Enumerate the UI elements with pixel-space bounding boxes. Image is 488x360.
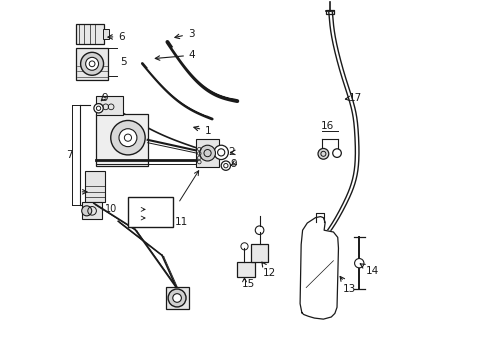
Circle shape: [85, 57, 99, 70]
Bar: [196, 139, 219, 167]
Circle shape: [354, 258, 363, 268]
Bar: [96, 114, 147, 166]
Circle shape: [221, 161, 230, 170]
Polygon shape: [300, 217, 338, 319]
Circle shape: [81, 206, 92, 216]
Text: 16: 16: [321, 121, 334, 131]
Text: 2: 2: [228, 147, 235, 157]
Bar: [165, 287, 188, 309]
Circle shape: [149, 204, 159, 215]
Text: 4: 4: [155, 50, 195, 60]
Bar: [76, 24, 104, 44]
Circle shape: [199, 145, 215, 161]
Text: 15: 15: [241, 279, 254, 289]
Bar: [85, 171, 104, 202]
Text: 14: 14: [360, 264, 378, 276]
Bar: [325, 10, 333, 14]
Circle shape: [172, 294, 181, 302]
Text: 13: 13: [340, 276, 356, 294]
Bar: [128, 197, 172, 226]
Text: 5: 5: [120, 57, 126, 67]
Text: 9: 9: [101, 93, 107, 103]
Circle shape: [149, 213, 159, 223]
Circle shape: [332, 149, 341, 157]
Bar: [76, 48, 108, 80]
Text: 7: 7: [66, 150, 73, 160]
Circle shape: [214, 145, 228, 159]
Text: 3: 3: [175, 29, 194, 39]
Circle shape: [110, 121, 145, 155]
Text: 9: 9: [230, 159, 236, 169]
Text: 11: 11: [174, 217, 187, 227]
Circle shape: [317, 148, 328, 159]
Text: 17: 17: [345, 93, 362, 103]
Text: 8: 8: [130, 213, 136, 223]
Text: 6: 6: [108, 32, 124, 41]
Text: 12: 12: [262, 262, 276, 278]
Bar: [82, 202, 102, 220]
Text: 1: 1: [193, 126, 211, 136]
Circle shape: [94, 104, 103, 113]
Bar: [237, 262, 255, 277]
Circle shape: [119, 129, 137, 147]
Bar: [250, 244, 267, 262]
Circle shape: [168, 289, 185, 307]
Bar: [102, 30, 109, 40]
Circle shape: [81, 52, 103, 75]
Text: 10: 10: [105, 204, 117, 215]
Bar: [96, 96, 122, 116]
